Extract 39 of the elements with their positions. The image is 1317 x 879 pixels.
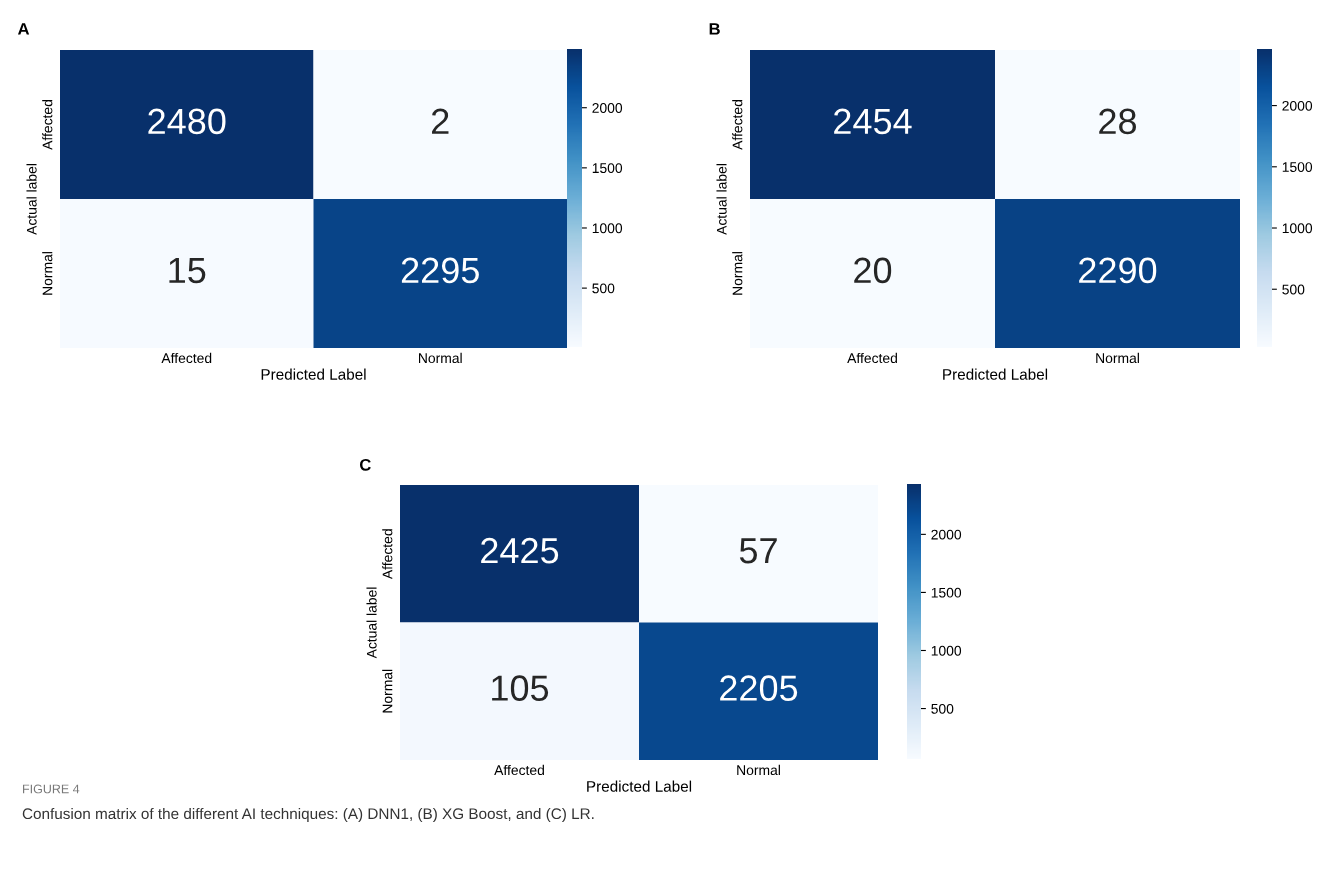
- y-axis-title: Actual label: [26, 164, 37, 235]
- x-tick-label: Normal: [419, 352, 462, 364]
- chart-title: B: [709, 23, 720, 35]
- data-label: 2290: [1079, 257, 1157, 284]
- data-label: 15: [169, 257, 206, 284]
- color-bar-label: 1500: [931, 587, 962, 598]
- color-bar-label: 500: [592, 283, 615, 294]
- x-axis-title: Predicted Label: [587, 780, 692, 792]
- text: Confusion matrix of the different AI techniques: (A) DNN1, (B) XG Boost, and (C) LR.: [22, 807, 594, 823]
- data-label: 2: [432, 108, 449, 134]
- y-axis-title: Actual label: [716, 164, 727, 235]
- color-bar-label: 1000: [1282, 223, 1313, 234]
- x-tick-label: Normal: [1096, 352, 1139, 364]
- color-bar-label: 2000: [592, 103, 623, 113]
- color-bar-label: 2000: [931, 529, 962, 540]
- color-bar-label: 1000: [592, 223, 623, 234]
- chart-title: C: [359, 458, 371, 471]
- color-bar-label: 1500: [592, 163, 623, 174]
- data-label: 2454: [834, 108, 912, 135]
- x-tick-label: Affected: [847, 352, 897, 364]
- x-axis-title: Predicted Label: [261, 368, 366, 380]
- color-bar-label: 1000: [931, 645, 962, 656]
- color-bar-label: 500: [1282, 284, 1305, 295]
- chart-title: A: [17, 23, 30, 35]
- color-bar-label: 2000: [1282, 100, 1313, 111]
- x-tick-label: Affected: [161, 352, 212, 364]
- data-label: 105: [492, 675, 549, 701]
- data-label: 28: [1099, 108, 1137, 135]
- x-axis-title: Predicted Label: [943, 368, 1048, 380]
- color-bar-label: 500: [931, 703, 954, 714]
- data-label: 2480: [148, 108, 226, 135]
- data-label: 2295: [401, 257, 479, 284]
- y-axis-title: Actual label: [366, 587, 377, 659]
- caption: FIGURE 4: [23, 784, 80, 794]
- color-bar-label: 1500: [1282, 162, 1313, 172]
- data-label: 2425: [481, 537, 559, 564]
- data-label: 57: [739, 538, 777, 564]
- data-label: 2205: [720, 675, 798, 701]
- data-label: 20: [854, 257, 892, 284]
